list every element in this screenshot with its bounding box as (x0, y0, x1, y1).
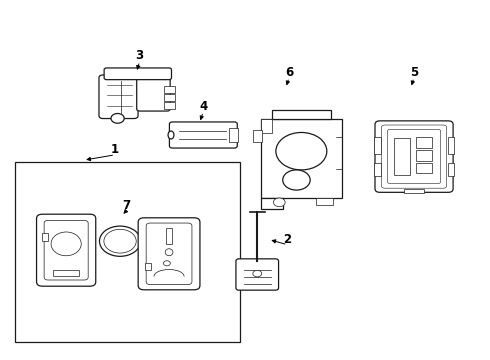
Text: 2: 2 (284, 233, 292, 246)
FancyBboxPatch shape (137, 77, 170, 111)
FancyBboxPatch shape (388, 129, 441, 184)
Bar (146, 263, 150, 270)
Bar (15, 162, 240, 342)
Bar (272, 110, 331, 119)
Circle shape (283, 170, 310, 190)
Ellipse shape (168, 131, 174, 139)
Bar (43, 233, 48, 241)
Bar (374, 137, 381, 154)
Bar (448, 137, 454, 154)
FancyBboxPatch shape (44, 220, 88, 280)
Bar (164, 94, 174, 101)
FancyBboxPatch shape (99, 75, 138, 118)
Bar (261, 119, 272, 133)
Text: 3: 3 (136, 49, 144, 62)
FancyBboxPatch shape (104, 68, 172, 80)
Circle shape (276, 132, 327, 170)
Bar (53, 270, 79, 275)
Bar (416, 137, 432, 148)
FancyBboxPatch shape (236, 259, 278, 290)
Circle shape (253, 270, 262, 277)
Bar (166, 229, 172, 244)
Circle shape (273, 198, 285, 207)
Text: 1: 1 (111, 143, 119, 156)
Bar (261, 198, 283, 209)
Bar (448, 163, 454, 176)
FancyBboxPatch shape (375, 121, 453, 192)
Ellipse shape (51, 232, 81, 256)
FancyBboxPatch shape (146, 223, 192, 284)
Bar (253, 130, 262, 142)
Bar (261, 119, 342, 198)
Text: 4: 4 (199, 100, 207, 113)
Bar (394, 138, 410, 175)
FancyBboxPatch shape (138, 218, 200, 290)
Text: 6: 6 (285, 66, 293, 78)
FancyBboxPatch shape (381, 125, 447, 188)
Text: 7: 7 (122, 199, 130, 212)
Bar (374, 163, 381, 176)
Circle shape (104, 229, 136, 253)
Bar (416, 150, 432, 161)
Circle shape (111, 113, 124, 123)
Bar (416, 163, 432, 174)
Bar (164, 102, 174, 109)
FancyBboxPatch shape (170, 122, 237, 148)
Circle shape (99, 226, 141, 256)
Circle shape (164, 261, 171, 266)
Text: 5: 5 (410, 66, 418, 78)
FancyBboxPatch shape (37, 214, 96, 286)
Bar (229, 128, 238, 142)
Bar (316, 198, 333, 205)
Bar (404, 189, 424, 193)
Bar (164, 86, 174, 93)
Ellipse shape (165, 249, 173, 256)
